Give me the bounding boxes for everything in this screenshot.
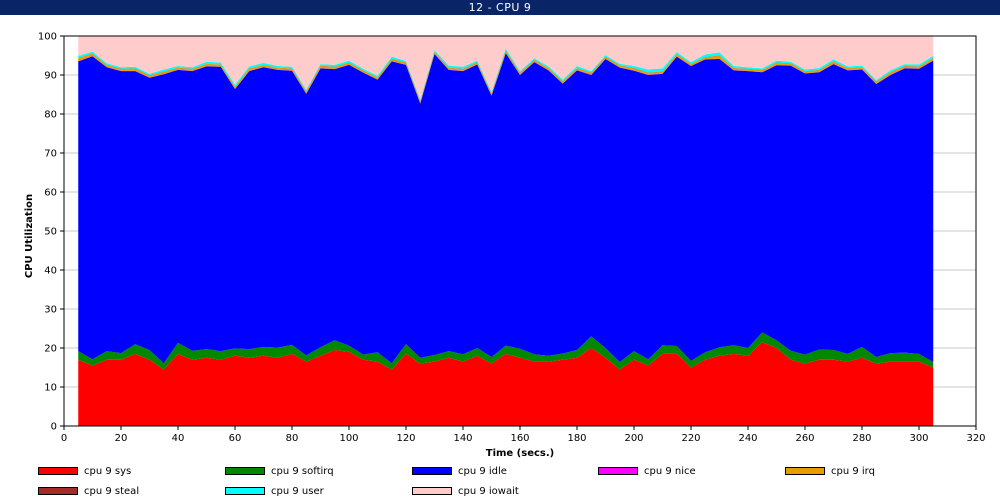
x-tick-label: 20	[115, 433, 128, 444]
legend-label: cpu 9 iowait	[458, 485, 519, 497]
x-tick-label: 260	[795, 433, 814, 444]
y-tick-label: 10	[44, 383, 57, 394]
y-tick-label: 90	[44, 71, 57, 82]
stacked-areas	[78, 36, 934, 426]
legend-swatch	[225, 467, 265, 475]
legend-label: cpu 9 sys	[84, 465, 132, 477]
y-tick-labels: 0 10 20 30 40 50 60 70 80 90 100	[38, 32, 64, 433]
legend-item: cpu 9 softirq	[225, 464, 334, 478]
legend-item: cpu 9 steal	[38, 484, 139, 498]
x-tick-label: 80	[286, 433, 299, 444]
legend-swatch	[38, 467, 78, 475]
y-tick-label: 30	[44, 305, 57, 316]
window-title: 12 - CPU 9	[0, 0, 1000, 15]
legend-label: cpu 9 softirq	[271, 465, 334, 477]
cpu-utilization-chart: 0 20 40 60 80 100 120 140 160 180 200 220 240 260 280 3…	[24, 32, 986, 460]
legend-swatch	[785, 467, 825, 475]
legend-item: cpu 9 nice	[598, 464, 696, 478]
y-tick-label: 0	[51, 422, 57, 433]
legend-label: cpu 9 irq	[831, 465, 875, 477]
x-tick-label: 0	[61, 433, 67, 444]
legend-swatch	[412, 467, 452, 475]
y-tick-label: 60	[44, 188, 57, 199]
series-area-cpu-9-softirq	[78, 332, 934, 370]
y-tick-label: 40	[44, 266, 57, 277]
legend-swatch	[598, 467, 638, 475]
legend-label: cpu 9 steal	[84, 485, 140, 497]
x-tick-label: 200	[624, 433, 643, 444]
x-tick-label: 220	[681, 433, 700, 444]
y-tick-label: 80	[44, 110, 57, 121]
legend-label: cpu 9 idle	[458, 465, 507, 477]
x-tick-label: 180	[567, 433, 586, 444]
series-area-cpu-9-idle	[78, 53, 934, 364]
x-tick-label: 240	[738, 433, 757, 444]
legend-label: cpu 9 user	[271, 485, 324, 497]
x-tick-label: 60	[229, 433, 242, 444]
legend-label: cpu 9 nice	[644, 465, 696, 477]
legend-item: cpu 9 iowait	[412, 484, 519, 498]
legend-item: cpu 9 sys	[38, 464, 131, 478]
y-tick-label: 100	[38, 32, 57, 43]
x-tick-label: 140	[453, 433, 472, 444]
x-tick-label: 320	[966, 433, 985, 444]
legend-swatch	[38, 487, 78, 495]
x-tick-label: 160	[510, 433, 529, 444]
legend-item: cpu 9 irq	[785, 464, 875, 478]
legend-item: cpu 9 user	[225, 484, 324, 498]
x-axis-label: Time (secs.)	[486, 448, 555, 459]
x-tick-labels: 0 20 40 60 80 100 120 140 160 180 200 220 240 260 280 3…	[61, 426, 986, 444]
legend: cpu 9 sys cpu 9 softirq cpu 9 idle cpu 9 ni…	[0, 463, 1000, 503]
x-tick-label: 280	[852, 433, 871, 444]
y-tick-label: 50	[44, 227, 57, 238]
legend-swatch	[412, 487, 452, 495]
series-area-cpu-9-iowait	[78, 36, 934, 100]
y-tick-label: 20	[44, 344, 57, 355]
x-tick-label: 120	[396, 433, 415, 444]
legend-item: cpu 9 idle	[412, 464, 507, 478]
y-axis-label: CPU Utilization	[24, 194, 35, 278]
series-area-cpu-9-sys	[78, 342, 934, 426]
y-tick-label: 70	[44, 149, 57, 160]
x-tick-label: 300	[909, 433, 928, 444]
x-tick-label: 40	[172, 433, 185, 444]
legend-swatch	[225, 487, 265, 495]
x-tick-label: 100	[339, 433, 358, 444]
